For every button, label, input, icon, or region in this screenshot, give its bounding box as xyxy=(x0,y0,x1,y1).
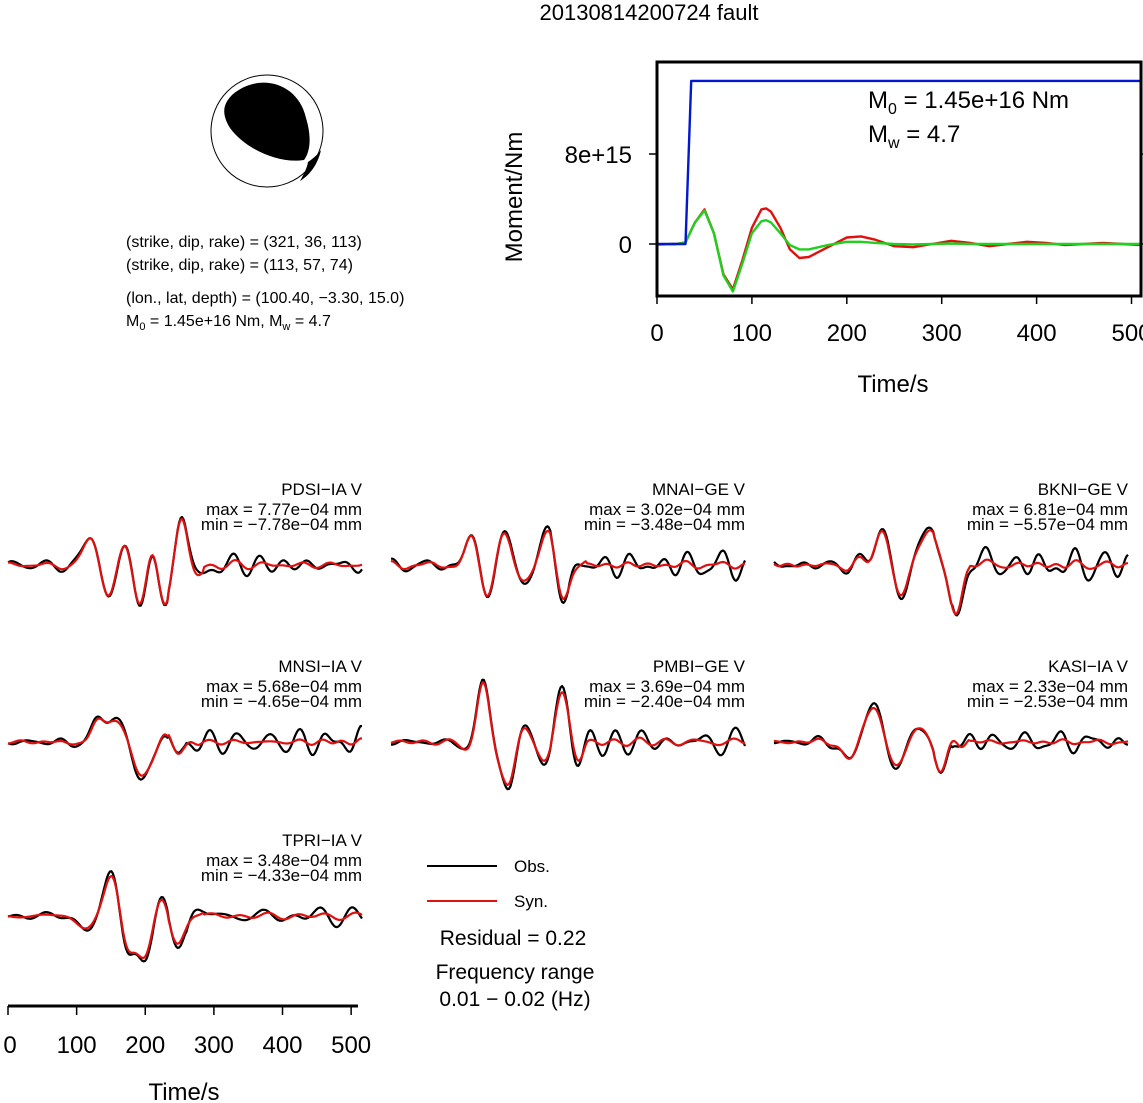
moment-xtick-label: 500 xyxy=(1111,320,1143,347)
mechanism-mw-value: 4.7 xyxy=(309,313,331,330)
station-label: KASI−IA V xyxy=(1048,657,1129,676)
station-min-label: min = −7.78e−04 mm xyxy=(201,515,362,534)
moment-plot-frame xyxy=(655,60,1143,298)
legend-obs-label: Obs. xyxy=(514,857,550,876)
moment-ytick-label: 8e+15 xyxy=(565,142,632,169)
moment-plot: 010020030040050008e+15 Moment/Nm Time/s … xyxy=(501,60,1143,398)
station-label: MNSI−IA V xyxy=(278,657,362,676)
synthetic-waveform xyxy=(773,706,1129,774)
station-min-label: min = −4.65e−04 mm xyxy=(201,692,362,711)
waveform-xtick-label: 200 xyxy=(125,1032,165,1059)
synthetic-waveform xyxy=(390,529,746,601)
beachball-compressional-quadrant xyxy=(224,82,310,161)
moment-plot-xlabel: Time/s xyxy=(857,371,928,398)
station-label: TPRI−IA V xyxy=(282,831,362,850)
station-min-label: min = −2.53e−04 mm xyxy=(967,692,1128,711)
station-min-label: min = −3.48e−04 mm xyxy=(584,515,745,534)
moment-rate-synthetic-line xyxy=(656,207,1142,291)
moment-plot-ylabel: Moment/Nm xyxy=(501,132,528,263)
station-label: PDSI−IA V xyxy=(281,480,362,499)
station-max-label: max = 5.68e−04 mm xyxy=(206,677,362,696)
station-max-label: max = 3.02e−04 mm xyxy=(589,500,745,519)
figure-title: 20130814200724 fault xyxy=(540,0,759,25)
station-label: PMBI−GE V xyxy=(653,657,746,676)
mechanism-line-1: (strike, dip, rake) = (321, 36, 113) xyxy=(126,234,362,251)
frequency-range-label: Frequency range xyxy=(436,961,595,984)
synthetic-waveform xyxy=(7,874,363,960)
mechanism-m0-value: 1.45e+16 Nm xyxy=(164,313,261,330)
moment-plot-mw-annotation: Mw = 4.7 xyxy=(868,121,960,152)
moment-xtick-label: 300 xyxy=(922,320,962,347)
synthetic-waveform xyxy=(8,517,363,606)
moment-plot-mw-value: 4.7 xyxy=(927,121,960,148)
moment-ytick-label: 0 xyxy=(619,232,632,259)
station-min-label: min = −4.33e−04 mm xyxy=(201,866,362,885)
waveform-xtick-label: 500 xyxy=(331,1032,371,1059)
moment-cumulative-line xyxy=(657,79,1141,246)
synthetic-waveform xyxy=(390,681,746,787)
mechanism-info: (strike, dip, rake) = (321, 36, 113) (st… xyxy=(126,234,404,333)
synthetic-waveform xyxy=(7,717,363,777)
moment-plot-m0-value: 1.45e+16 Nm xyxy=(924,87,1069,114)
waveform-xtick-label: 0 xyxy=(3,1032,16,1059)
moment-plot-series xyxy=(656,79,1142,293)
moment-plot-m0-annotation: M0 = 1.45e+16 Nm xyxy=(868,87,1069,118)
mechanism-line-3: (lon., lat, depth) = (100.40, −3.30, 15.… xyxy=(126,290,404,307)
station-max-label: max = 2.33e−04 mm xyxy=(972,677,1128,696)
moment-xtick-label: 400 xyxy=(1017,320,1057,347)
moment-xtick-label: 200 xyxy=(827,320,867,347)
moment-rate-observed-line xyxy=(656,209,1141,293)
station-max-label: max = 3.69e−04 mm xyxy=(589,677,745,696)
beachball xyxy=(210,74,324,188)
moment-xtick-label: 100 xyxy=(732,320,772,347)
mechanism-line-4: M0 = 1.45e+16 Nm, Mw = 4.7 xyxy=(126,313,331,333)
station-min-label: min = −2.40e−04 mm xyxy=(584,692,745,711)
moment-xtick-label: 0 xyxy=(650,320,663,347)
frequency-range-value: 0.01 − 0.02 (Hz) xyxy=(439,988,590,1011)
observed-waveform xyxy=(773,702,1129,775)
waveform-xtick-label: 400 xyxy=(262,1032,302,1059)
mechanism-line-2: (strike, dip, rake) = (113, 57, 74) xyxy=(126,257,353,274)
station-label: BKNI−GE V xyxy=(1038,480,1129,499)
waveform-legend: Obs. Syn. xyxy=(427,857,550,911)
waveform-xtick-label: 300 xyxy=(194,1032,234,1059)
station-label: MNAI−GE V xyxy=(652,480,746,499)
station-min-label: min = −5.57e−04 mm xyxy=(967,515,1128,534)
moment-plot-axes: 0 100 200 300 400 500 0 8e+15 xyxy=(565,142,1143,347)
station-max-label: max = 3.48e−04 mm xyxy=(206,851,362,870)
beachball-compressional-sliver xyxy=(300,150,321,181)
station-max-label: max = 6.81e−04 mm xyxy=(972,500,1128,519)
synthetic-waveform xyxy=(773,529,1129,616)
residual-label: Residual = 0.22 xyxy=(440,927,587,950)
station-max-label: max = 7.77e−04 mm xyxy=(206,500,362,519)
waveform-xtick-label: 100 xyxy=(57,1032,97,1059)
waveform-time-axis: 0 100 200 300 400 500 xyxy=(3,1004,371,1059)
legend-syn-label: Syn. xyxy=(514,892,548,911)
waveform-xlabel: Time/s xyxy=(148,1079,219,1103)
